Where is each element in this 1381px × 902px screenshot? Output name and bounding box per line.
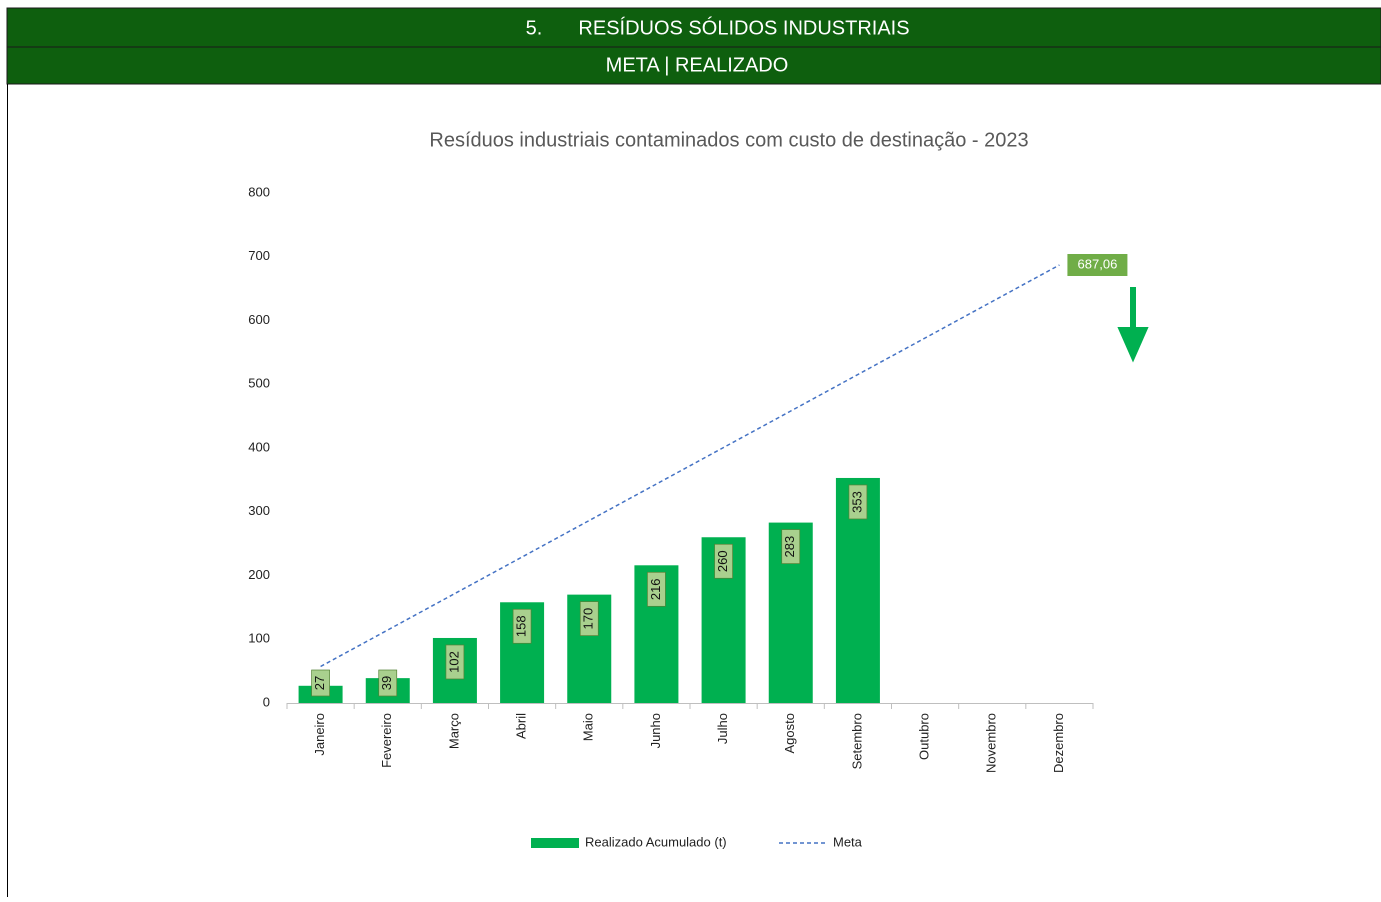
y-tick-label: 500 <box>248 376 270 391</box>
data-label-box <box>781 529 801 564</box>
x-tick-label: Fevereiro <box>379 713 394 768</box>
data-label-box <box>512 608 532 644</box>
section-title: RESÍDUOS SÓLIDOS INDUSTRIAIS <box>578 16 909 39</box>
legend-label: Meta <box>833 834 863 849</box>
data-label: 170 <box>581 608 596 630</box>
data-label: 216 <box>648 578 663 600</box>
meta-line <box>320 264 1060 668</box>
data-label: 158 <box>514 615 529 637</box>
data-label-box <box>445 644 465 680</box>
legend-swatch <box>531 838 579 848</box>
down-arrow <box>1117 287 1149 363</box>
y-tick-label: 300 <box>248 503 270 518</box>
x-tick-label: Novembro <box>984 713 999 773</box>
data-label-box <box>378 669 398 697</box>
x-tick-label: Março <box>446 713 461 749</box>
section-subtitle: META | REALIZADO <box>606 54 789 76</box>
data-label: 27 <box>312 676 327 690</box>
header-bar <box>6 7 1381 48</box>
x-tick-label: Julho <box>715 713 730 744</box>
y-tick-label: 600 <box>248 312 270 327</box>
x-tick-label: Agosto <box>782 713 797 753</box>
chart-title: Resíduos industriais contaminados com cu… <box>429 129 1028 151</box>
y-tick-label: 200 <box>248 567 270 582</box>
legend-label: Realizado Acumulado (t) <box>585 834 727 849</box>
data-label-box <box>311 669 330 697</box>
meta-label: 687,06 <box>1078 256 1118 271</box>
y-tick-label: 700 <box>248 248 270 263</box>
y-tick-label: 100 <box>248 631 270 646</box>
x-tick-label: Maio <box>581 713 596 741</box>
y-tick-label: 0 <box>263 694 270 709</box>
x-tick-label: Junho <box>648 713 663 748</box>
x-tick-label: Janeiro <box>312 713 327 756</box>
data-label: 102 <box>446 651 461 673</box>
meta-label-box <box>1067 253 1128 276</box>
y-tick-label: 800 <box>248 184 270 199</box>
data-label: 39 <box>379 676 394 690</box>
section-number: 5. <box>526 17 543 39</box>
subheader-bar <box>6 46 1381 85</box>
x-tick-label: Dezembro <box>1051 713 1066 773</box>
data-label-box <box>647 571 666 607</box>
x-tick-label: Setembro <box>849 713 864 769</box>
x-tick-label: Abril <box>514 713 529 739</box>
data-label-box <box>714 543 733 579</box>
x-tick-label: Outubro <box>917 713 932 760</box>
y-tick-label: 400 <box>248 439 270 454</box>
data-label: 260 <box>715 550 730 572</box>
data-label: 353 <box>849 491 864 513</box>
data-label-box <box>579 601 599 636</box>
data-label-box <box>848 484 868 520</box>
data-label: 283 <box>782 536 797 558</box>
